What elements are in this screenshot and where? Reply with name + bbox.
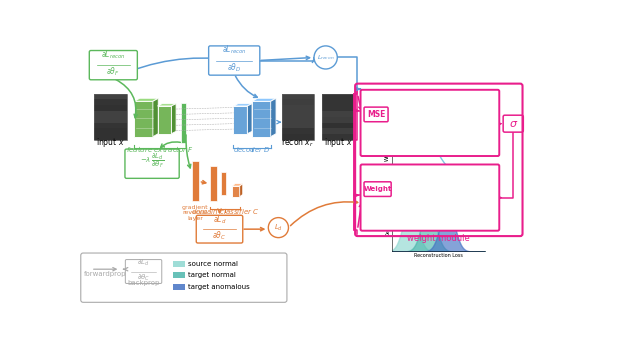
Polygon shape: [322, 99, 355, 105]
Polygon shape: [252, 101, 271, 137]
Polygon shape: [282, 99, 314, 105]
FancyBboxPatch shape: [125, 149, 179, 178]
FancyBboxPatch shape: [503, 115, 524, 132]
Text: backprop: backprop: [127, 280, 160, 286]
Polygon shape: [134, 101, 153, 137]
Text: $\partial\theta_C$: $\partial\theta_C$: [137, 273, 150, 283]
Polygon shape: [282, 105, 314, 111]
Polygon shape: [180, 103, 186, 143]
Polygon shape: [282, 134, 314, 140]
Polygon shape: [172, 104, 176, 134]
Polygon shape: [322, 134, 355, 140]
Polygon shape: [322, 94, 355, 99]
FancyBboxPatch shape: [125, 260, 162, 283]
Polygon shape: [94, 117, 127, 122]
Bar: [173, 272, 186, 278]
Text: $\partial\theta_C$: $\partial\theta_C$: [212, 230, 227, 243]
Polygon shape: [322, 128, 355, 134]
Circle shape: [314, 46, 337, 69]
Polygon shape: [94, 111, 127, 117]
Text: gradient
reversal
layer: gradient reversal layer: [182, 205, 209, 221]
Polygon shape: [157, 104, 176, 106]
Text: input $x$: input $x$: [96, 136, 125, 149]
Bar: [173, 261, 186, 267]
Text: $\partial\theta_F$: $\partial\theta_F$: [106, 66, 120, 78]
Circle shape: [268, 218, 289, 238]
Text: forwardprop: forwardprop: [84, 271, 127, 277]
Text: $\partial L_d$: $\partial L_d$: [137, 258, 150, 268]
Text: $L_{recon}$: $L_{recon}$: [317, 53, 335, 62]
Bar: [173, 284, 186, 290]
Polygon shape: [94, 122, 127, 128]
FancyBboxPatch shape: [209, 46, 260, 75]
Polygon shape: [322, 94, 355, 140]
Polygon shape: [157, 106, 172, 134]
Polygon shape: [191, 161, 198, 201]
Polygon shape: [94, 99, 127, 105]
Text: $\partial\theta_D$: $\partial\theta_D$: [227, 61, 241, 74]
Polygon shape: [94, 94, 127, 99]
FancyBboxPatch shape: [360, 164, 499, 231]
FancyBboxPatch shape: [196, 215, 243, 243]
Polygon shape: [234, 104, 252, 106]
FancyBboxPatch shape: [364, 107, 388, 122]
Polygon shape: [282, 94, 314, 140]
Text: Weight: Weight: [364, 186, 392, 192]
FancyBboxPatch shape: [360, 90, 499, 156]
Text: domain classifier $C$: domain classifier $C$: [191, 207, 259, 216]
Text: target anomalous: target anomalous: [189, 284, 250, 290]
FancyBboxPatch shape: [81, 253, 287, 302]
Polygon shape: [221, 172, 227, 195]
Text: $L_d$: $L_d$: [274, 223, 283, 233]
FancyBboxPatch shape: [364, 182, 391, 196]
Polygon shape: [252, 98, 276, 101]
Polygon shape: [134, 98, 158, 101]
Polygon shape: [282, 117, 314, 122]
Text: $\sigma$: $\sigma$: [509, 119, 518, 129]
Polygon shape: [248, 104, 252, 134]
Text: $\partial L_{recon}$: $\partial L_{recon}$: [101, 48, 126, 61]
Polygon shape: [282, 94, 314, 99]
Text: weight module: weight module: [408, 235, 470, 244]
Polygon shape: [282, 122, 314, 128]
Polygon shape: [282, 128, 314, 134]
Polygon shape: [239, 184, 243, 197]
Text: decoder $D$: decoder $D$: [233, 145, 271, 154]
Polygon shape: [322, 105, 355, 111]
Text: recon $x_r$: recon $x_r$: [282, 137, 314, 149]
Polygon shape: [153, 98, 158, 137]
Polygon shape: [94, 134, 127, 140]
Polygon shape: [232, 184, 243, 186]
Polygon shape: [232, 186, 239, 197]
Text: $\partial L_{recon}$: $\partial L_{recon}$: [222, 43, 246, 56]
Text: $\partial L_d$: $\partial L_d$: [212, 214, 227, 226]
Polygon shape: [322, 122, 355, 128]
Polygon shape: [94, 105, 127, 111]
Text: $-\lambda\,\dfrac{\partial L_d}{\partial\theta_F}$: $-\lambda\,\dfrac{\partial L_d}{\partial…: [140, 151, 164, 170]
Polygon shape: [322, 111, 355, 117]
Text: source normal: source normal: [189, 261, 239, 267]
Polygon shape: [271, 98, 276, 137]
Polygon shape: [94, 128, 127, 134]
Text: target normal: target normal: [189, 272, 236, 278]
Polygon shape: [94, 94, 127, 140]
Polygon shape: [234, 106, 248, 134]
Text: feature extractor $F$: feature extractor $F$: [126, 144, 195, 154]
Text: MSE: MSE: [367, 110, 385, 119]
Polygon shape: [210, 166, 217, 202]
FancyBboxPatch shape: [90, 51, 138, 80]
Polygon shape: [282, 111, 314, 117]
Polygon shape: [322, 117, 355, 122]
Text: input $x$: input $x$: [324, 136, 353, 149]
